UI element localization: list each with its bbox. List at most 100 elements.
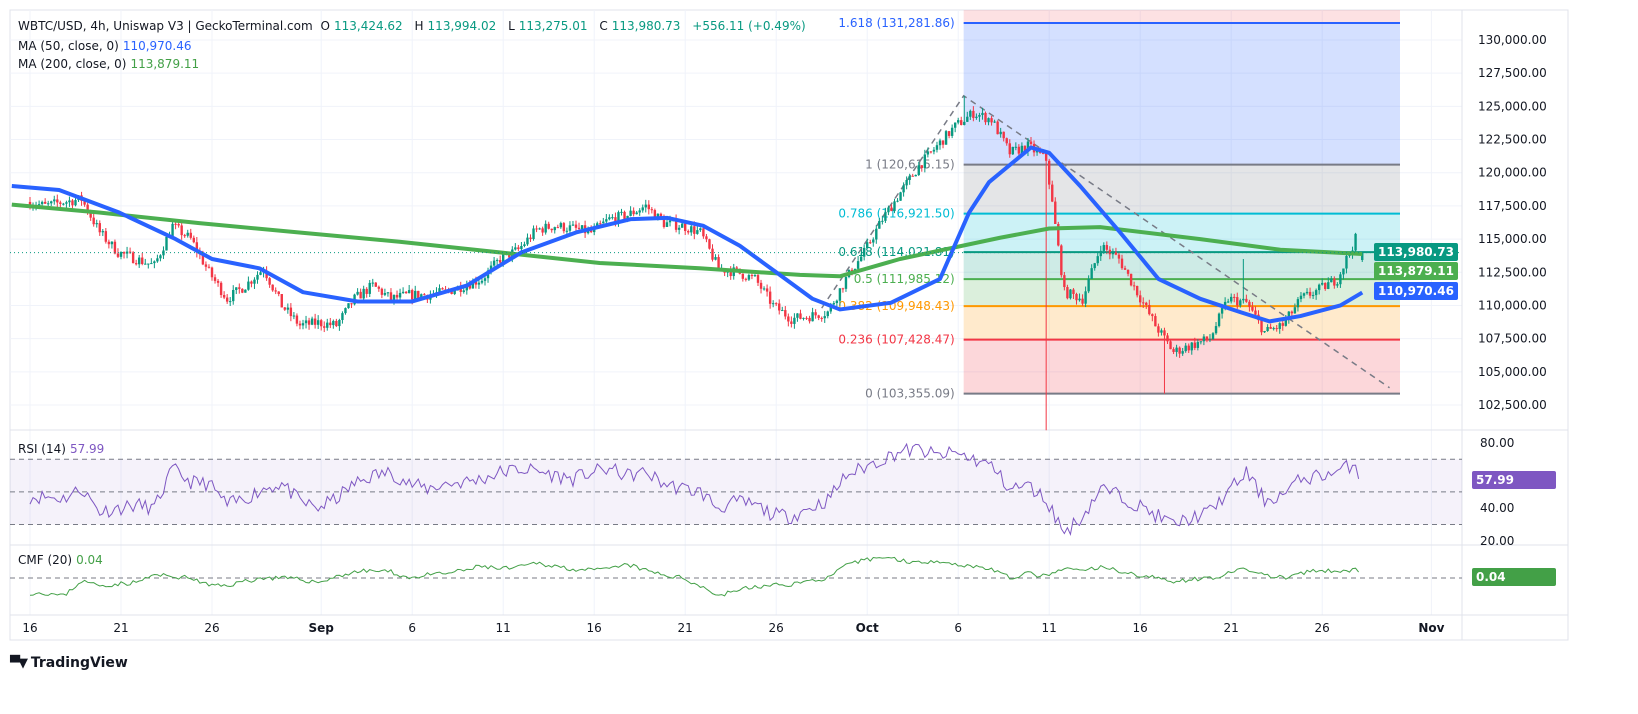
candle-body: [981, 112, 984, 116]
candle-body: [377, 286, 381, 289]
candle-body: [1008, 143, 1011, 155]
candle-body: [192, 237, 195, 243]
candle-body: [1078, 298, 1081, 301]
candle-body: [1111, 252, 1115, 255]
candle-body: [40, 201, 44, 205]
candle-body: [1044, 153, 1048, 161]
candle-body: [259, 272, 262, 275]
candle-body: [1002, 131, 1005, 139]
candle-body: [150, 263, 153, 265]
price-tick-label: 130,000.00: [1478, 33, 1547, 47]
candle-body: [74, 200, 77, 206]
candle-body: [547, 223, 550, 229]
candle-body: [650, 209, 654, 211]
rsi-legend[interactable]: RSI (14) 57.99: [18, 442, 108, 456]
price-tick-label: 122,500.00: [1478, 133, 1547, 147]
candle-body: [929, 151, 933, 153]
candle-body: [280, 294, 283, 308]
ma50-line: [11, 145, 1364, 324]
candle-body: [544, 223, 547, 233]
candle-body: [283, 307, 286, 310]
time-tick-label: 21: [678, 621, 693, 635]
time-tick-label: 26: [769, 621, 784, 635]
candle-body: [1169, 341, 1172, 350]
ma50-legend[interactable]: MA (50, close, 0) 110,970.46: [18, 39, 196, 53]
candle-body: [756, 275, 760, 283]
ma200-legend[interactable]: MA (200, close, 0) 113,879.11: [18, 57, 203, 71]
ma200-badge: 113,879.11: [1374, 262, 1458, 280]
candle-body: [1135, 285, 1139, 296]
candle-body: [225, 297, 229, 302]
candle-body: [605, 219, 608, 222]
candle-body: [1020, 145, 1024, 154]
candle-body: [207, 266, 211, 268]
candle-body: [878, 220, 881, 229]
open-value: 113,424.62: [333, 19, 403, 33]
candle-body: [498, 260, 502, 263]
open-label: O: [320, 19, 330, 33]
candle-body: [1066, 287, 1069, 299]
candle-body: [653, 210, 657, 220]
candle-body: [341, 313, 344, 320]
cmf-legend[interactable]: CMF (20) 0.04: [18, 553, 107, 567]
candle-body: [1345, 255, 1348, 269]
candle-body: [204, 264, 208, 267]
candle-body: [526, 237, 529, 245]
candle-body: [286, 307, 290, 310]
candle-body: [380, 288, 384, 295]
candle-body: [580, 225, 584, 229]
candle-body: [914, 174, 917, 177]
candle-body: [465, 285, 468, 291]
high-label: H: [414, 19, 424, 33]
candle-body: [1051, 184, 1054, 202]
cmf-line: [29, 556, 1359, 597]
candle-body: [468, 285, 472, 289]
candle-body: [966, 116, 969, 122]
candle-body: [1308, 291, 1312, 296]
candle-body: [938, 140, 942, 146]
candle-body: [975, 116, 978, 118]
candle-body: [523, 244, 526, 246]
candle-body: [884, 212, 887, 221]
candle-body: [987, 118, 990, 123]
price-tick-label: 125,000.00: [1478, 99, 1547, 113]
candle-body: [957, 120, 960, 123]
candle-body: [1145, 302, 1148, 306]
candle-body: [674, 219, 678, 230]
symbol-title[interactable]: WBTC/USD, 4h, Uniswap V3 | GeckoTerminal…: [18, 19, 313, 33]
candle-body: [1120, 258, 1124, 269]
candle-body: [107, 241, 111, 245]
candle-body: [790, 321, 793, 324]
candle-body: [474, 280, 478, 285]
candle-body: [1017, 146, 1021, 154]
candle-body: [1163, 330, 1166, 336]
candle-body: [141, 257, 144, 264]
tradingview-logo[interactable]: ▀▼ TradingView: [10, 655, 128, 671]
candle-body: [301, 323, 305, 326]
candle-body: [1281, 323, 1284, 326]
candle-body: [602, 221, 605, 224]
candle-body: [950, 127, 954, 136]
candle-body: [392, 294, 396, 300]
fib-level-label: 0.236 (107,428.47): [838, 333, 954, 347]
candle-body: [805, 317, 808, 319]
candle-body: [310, 318, 314, 325]
candle-body: [932, 149, 936, 152]
low-value: 113,275.01: [518, 19, 588, 33]
candle-body: [799, 313, 802, 319]
candle-body: [329, 322, 332, 326]
candle-body: [122, 252, 126, 254]
candle-body: [1260, 320, 1263, 333]
candle-body: [635, 212, 638, 215]
candle-body: [826, 311, 829, 317]
candle-body: [1336, 284, 1339, 286]
candle-body: [407, 290, 411, 294]
candle-body: [480, 280, 484, 283]
candle-body: [104, 231, 108, 242]
candle-body: [1311, 295, 1315, 297]
candle-body: [271, 284, 274, 291]
candle-body: [990, 118, 993, 123]
candle-body: [759, 282, 763, 289]
